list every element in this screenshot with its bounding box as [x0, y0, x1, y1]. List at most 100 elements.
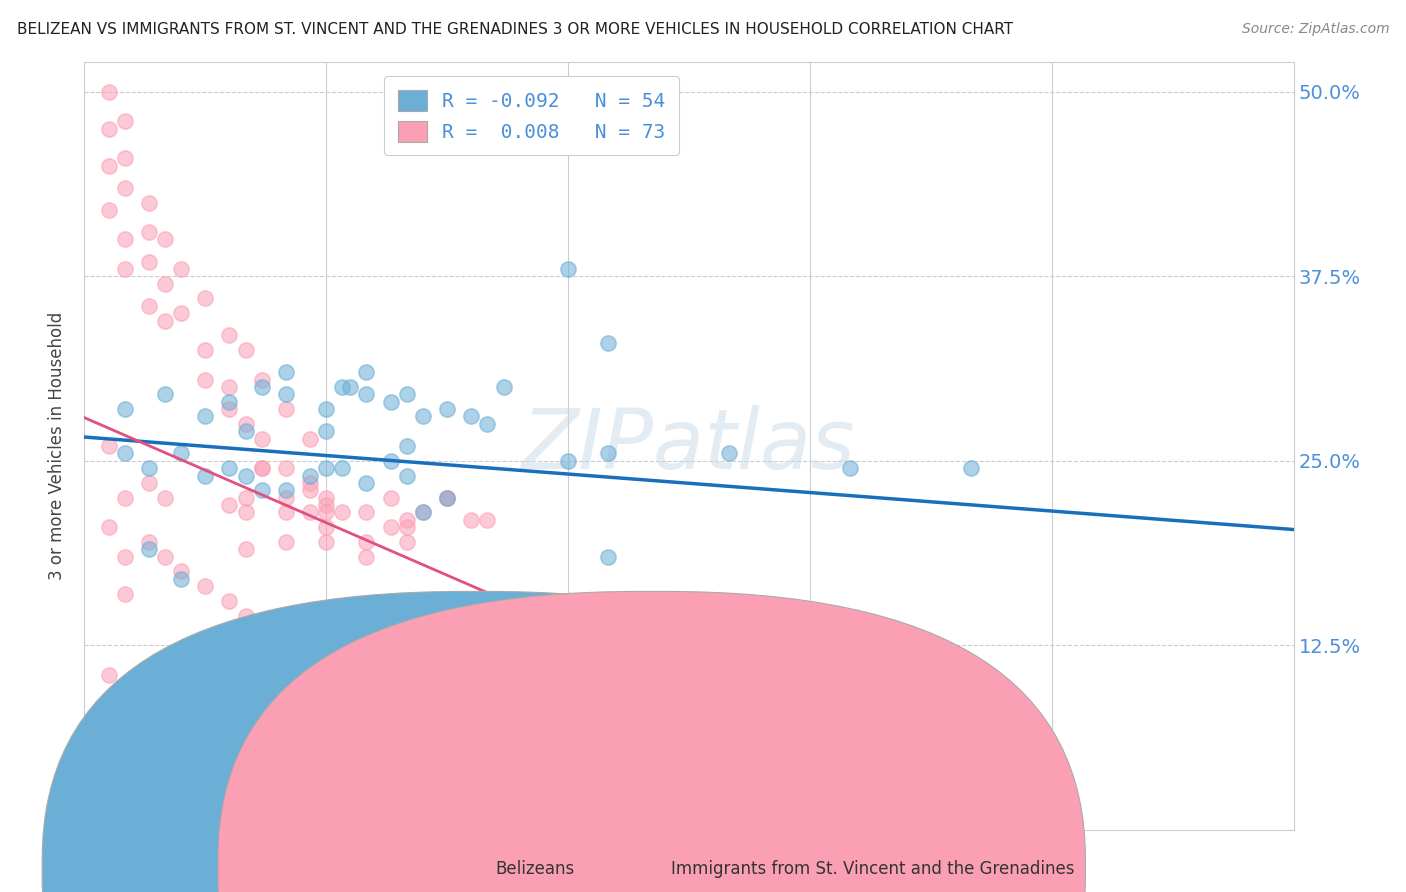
- Point: [718, 446, 741, 460]
- Point: [235, 424, 257, 438]
- Point: [274, 365, 297, 379]
- Point: [250, 461, 273, 475]
- Point: [218, 461, 240, 475]
- Point: [315, 461, 337, 475]
- Point: [315, 498, 337, 512]
- Point: [97, 202, 120, 217]
- Point: [315, 535, 337, 549]
- Point: [598, 549, 620, 564]
- Point: [138, 254, 160, 268]
- Point: [557, 262, 579, 277]
- Point: [436, 491, 458, 505]
- Point: [114, 712, 136, 726]
- Point: [330, 505, 353, 519]
- Point: [315, 624, 337, 638]
- Point: [218, 498, 240, 512]
- Point: [194, 373, 217, 387]
- Point: [250, 432, 273, 446]
- Point: [138, 461, 160, 475]
- Point: [170, 697, 193, 711]
- Point: [153, 682, 176, 697]
- Point: [395, 468, 418, 483]
- Point: [153, 313, 176, 327]
- Point: [235, 542, 257, 557]
- Point: [235, 468, 257, 483]
- Point: [114, 232, 136, 246]
- Point: [598, 335, 620, 350]
- Point: [960, 461, 983, 475]
- Point: [412, 409, 434, 424]
- Point: [138, 475, 160, 490]
- Point: [218, 328, 240, 343]
- Point: [114, 114, 136, 128]
- Point: [194, 756, 217, 771]
- Text: BELIZEAN VS IMMIGRANTS FROM ST. VINCENT AND THE GRENADINES 3 OR MORE VEHICLES IN: BELIZEAN VS IMMIGRANTS FROM ST. VINCENT …: [17, 22, 1012, 37]
- Text: 0.0%: 0.0%: [84, 849, 134, 868]
- Point: [170, 565, 193, 579]
- Y-axis label: 3 or more Vehicles in Household: 3 or more Vehicles in Household: [48, 312, 66, 580]
- Point: [250, 373, 273, 387]
- Point: [170, 262, 193, 277]
- Point: [114, 491, 136, 505]
- Text: Source: ZipAtlas.com: Source: ZipAtlas.com: [1241, 22, 1389, 37]
- Point: [138, 542, 160, 557]
- Point: [194, 764, 217, 778]
- Point: [170, 306, 193, 320]
- Point: [138, 299, 160, 313]
- Point: [153, 712, 176, 726]
- Point: [654, 608, 676, 623]
- Point: [97, 159, 120, 173]
- Legend: R = -0.092   N = 54, R =  0.008   N = 73: R = -0.092 N = 54, R = 0.008 N = 73: [384, 76, 679, 155]
- Point: [170, 446, 193, 460]
- Point: [114, 181, 136, 195]
- Point: [274, 778, 297, 792]
- Point: [299, 505, 322, 519]
- Point: [194, 468, 217, 483]
- Point: [299, 432, 322, 446]
- Point: [356, 646, 378, 660]
- Point: [114, 262, 136, 277]
- Point: [218, 402, 240, 417]
- Point: [436, 491, 458, 505]
- Point: [97, 121, 120, 136]
- Point: [356, 535, 378, 549]
- FancyBboxPatch shape: [42, 591, 910, 892]
- Point: [460, 409, 482, 424]
- Point: [138, 195, 160, 210]
- Point: [339, 380, 361, 394]
- Point: [218, 380, 240, 394]
- Point: [330, 380, 353, 394]
- Point: [299, 475, 322, 490]
- Point: [598, 624, 620, 638]
- Point: [97, 697, 120, 711]
- Point: [477, 513, 499, 527]
- Point: [395, 387, 418, 401]
- Point: [194, 409, 217, 424]
- Point: [436, 402, 458, 417]
- Point: [194, 579, 217, 593]
- Point: [557, 624, 579, 638]
- Point: [114, 402, 136, 417]
- Point: [299, 483, 322, 498]
- Point: [274, 387, 297, 401]
- Point: [274, 505, 297, 519]
- Point: [412, 505, 434, 519]
- Point: [153, 387, 176, 401]
- Point: [395, 520, 418, 534]
- Point: [170, 734, 193, 748]
- Point: [153, 232, 176, 246]
- Point: [395, 439, 418, 453]
- Point: [138, 225, 160, 239]
- Point: [315, 424, 337, 438]
- Point: [153, 277, 176, 291]
- Point: [194, 292, 217, 306]
- Point: [218, 394, 240, 409]
- Point: [218, 594, 240, 608]
- Point: [114, 682, 136, 697]
- Point: [315, 491, 337, 505]
- Point: [114, 152, 136, 166]
- Point: [356, 793, 378, 807]
- Point: [138, 697, 160, 711]
- Point: [395, 513, 418, 527]
- FancyBboxPatch shape: [218, 591, 1085, 892]
